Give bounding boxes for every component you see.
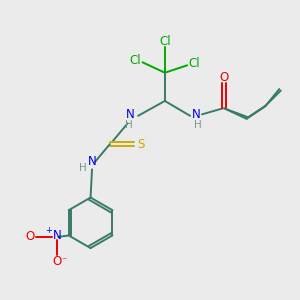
Text: N: N bbox=[126, 108, 135, 121]
Text: H: H bbox=[194, 120, 201, 130]
Text: O: O bbox=[26, 230, 35, 243]
Text: O: O bbox=[220, 71, 229, 84]
Text: H: H bbox=[125, 120, 133, 130]
Text: S: S bbox=[137, 138, 145, 151]
Text: N: N bbox=[88, 155, 96, 168]
Text: Cl: Cl bbox=[159, 35, 171, 48]
Text: O: O bbox=[52, 255, 62, 268]
Text: N: N bbox=[52, 229, 61, 242]
Text: +: + bbox=[45, 226, 52, 236]
Text: Cl: Cl bbox=[129, 54, 141, 67]
Text: H: H bbox=[79, 163, 86, 173]
Text: Cl: Cl bbox=[189, 57, 200, 70]
Text: ⁻: ⁻ bbox=[62, 256, 67, 266]
Text: N: N bbox=[192, 108, 200, 121]
